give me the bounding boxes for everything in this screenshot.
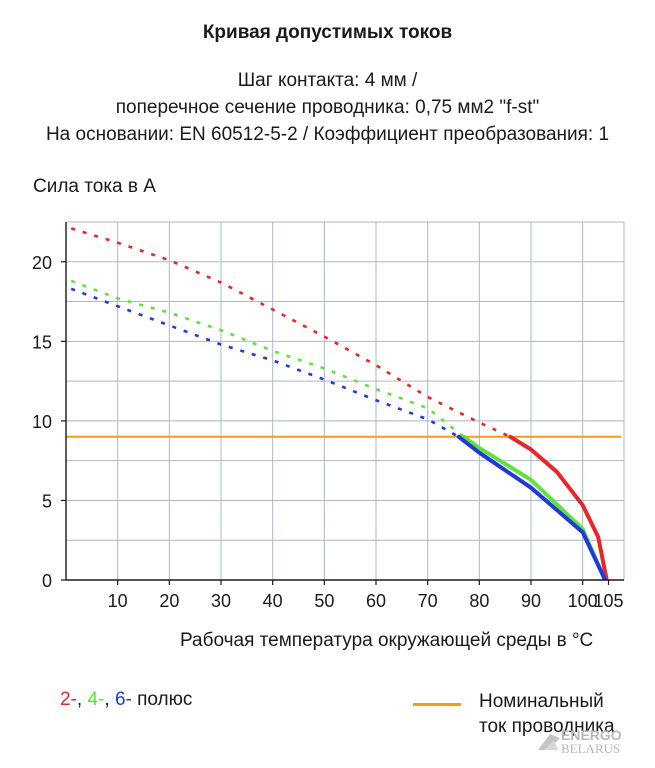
series-6-dashed xyxy=(70,287,460,438)
series-2-dashed xyxy=(70,227,511,438)
legend-nominal-label-line-1: Номинальный xyxy=(479,691,604,712)
legend-nominal-line-swatch xyxy=(413,703,461,706)
grid xyxy=(66,221,625,580)
series-group xyxy=(70,227,609,581)
x-tick-label: 105 xyxy=(593,591,623,611)
x-tick-label: 20 xyxy=(159,591,179,611)
y-tick-label: 10 xyxy=(32,412,52,432)
chart-subtitle-line-2: поперечное сечение проводника: 0,75 мм2 … xyxy=(115,97,540,118)
x-axis-label: Рабочая температура окружающей среды в °… xyxy=(180,630,594,651)
legend-separator: , xyxy=(76,689,88,710)
y-tick-label: 20 xyxy=(32,253,52,273)
x-tick-label: 70 xyxy=(418,591,438,611)
x-tick-label: 10 xyxy=(108,591,128,611)
x-tick-label: 100 xyxy=(568,591,598,611)
x-tick-label: 90 xyxy=(521,591,541,611)
watermark: ENERGO BELARUS xyxy=(561,728,622,756)
legend-poles: 2-, 4-, 6- полюс xyxy=(60,689,192,711)
watermark-logo-icon xyxy=(538,734,560,750)
axes xyxy=(61,222,624,585)
x-tick-label: 40 xyxy=(263,591,283,611)
series-2-solid xyxy=(508,434,609,581)
watermark-line-2: BELARUS xyxy=(561,741,621,756)
x-tick-label: 50 xyxy=(314,591,334,611)
legend-pole-2: 2- xyxy=(60,689,77,710)
legend-pole-6: 6- xyxy=(114,689,132,710)
y-tick-label: 0 xyxy=(42,571,52,591)
x-tick-label: 80 xyxy=(469,591,489,611)
series-4-dashed xyxy=(70,279,465,438)
series-6-solid xyxy=(456,434,607,581)
x-tick-label: 30 xyxy=(211,591,231,611)
chart-subtitle-line-1: Шаг контакта: 4 мм / xyxy=(237,70,418,91)
legend-nominal-label-line-2: ток проводника xyxy=(479,716,615,737)
y-tick-label: 15 xyxy=(32,332,52,352)
legend-nominal-label: Номинальный ток проводника xyxy=(479,689,615,739)
y-axis-label: Сила тока в А xyxy=(33,176,156,197)
x-tick-label: 60 xyxy=(366,591,386,611)
y-tick-label: 5 xyxy=(42,491,52,511)
chart-title: Кривая допустимых токов xyxy=(202,22,453,43)
legend-pole-suffix: полюс xyxy=(131,689,193,710)
legend-separator: , xyxy=(104,689,115,710)
chart-subtitle-line-3: На основании: EN 60512-5-2 / Коэффициент… xyxy=(45,124,610,145)
watermark-line-1: ENERGO xyxy=(561,727,622,743)
legend-pole-4: 4- xyxy=(87,689,105,710)
